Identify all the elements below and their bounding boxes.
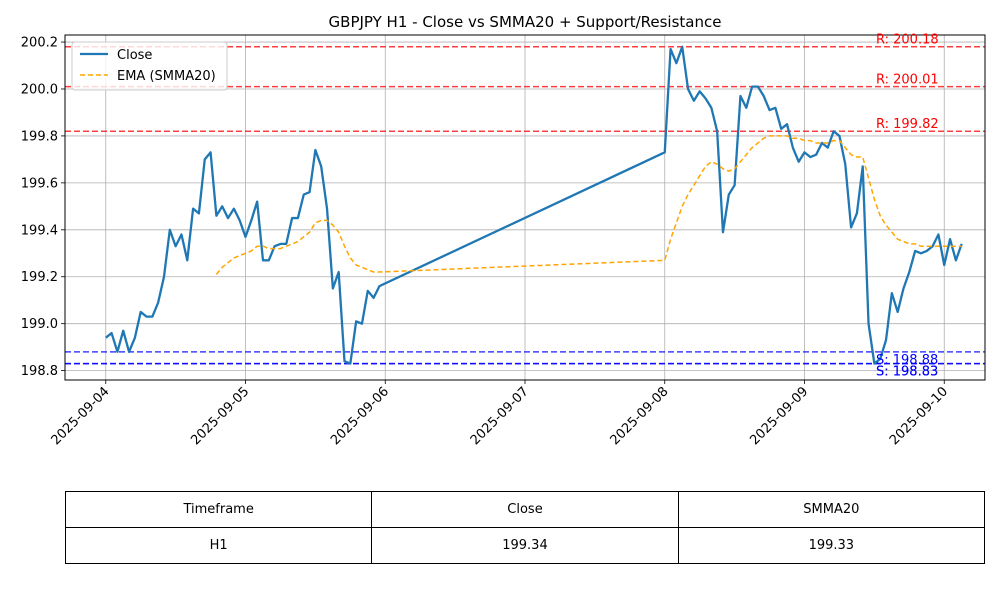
y-tick-label: 200.0	[21, 82, 58, 97]
table-header-cell: SMMA20	[677, 491, 986, 528]
smma20-line	[215, 135, 962, 275]
x-tick-label: 2025-09-08	[608, 384, 672, 448]
x-tick-label: 2025-09-07	[468, 384, 532, 448]
support-level-label: S: 198.88	[876, 353, 938, 368]
close-price-line	[105, 45, 963, 365]
table-header-row: Timeframe Close SMMA20	[64, 491, 986, 528]
y-tick-label: 199.6	[21, 176, 58, 191]
y-tick-label: 199.8	[21, 129, 58, 144]
legend-label-close: Close	[117, 48, 152, 63]
y-tick-label: 199.0	[21, 317, 58, 332]
table-header-cell: Timeframe	[64, 491, 373, 528]
y-tick-label: 199.4	[21, 223, 58, 238]
resistance-level-label: R: 200.01	[876, 73, 939, 88]
table-cell: 199.33	[677, 527, 986, 564]
chart-title: GBPJPY H1 - Close vs SMMA20 + Support/Re…	[329, 13, 722, 31]
table-row: H1 199.34 199.33	[64, 527, 986, 564]
legend-label-smma: EMA (SMMA20)	[117, 69, 216, 84]
y-tick-label: 198.8	[21, 364, 58, 379]
table-header-cell: Close	[371, 491, 679, 528]
x-tick-label: 2025-09-05	[188, 384, 252, 448]
legend: Close EMA (SMMA20)	[71, 41, 228, 91]
resistance-level-label: R: 200.18	[876, 33, 939, 48]
grid	[65, 35, 985, 380]
support-level-label: S: 198.83	[876, 365, 938, 380]
x-tick-label: 2025-09-04	[49, 384, 113, 448]
x-tick-label: 2025-09-09	[747, 384, 811, 448]
x-tick-label: 2025-09-06	[328, 384, 392, 448]
legend-box	[71, 41, 228, 91]
resistance-level-label: R: 199.82	[876, 117, 939, 132]
y-tick-label: 200.2	[21, 36, 58, 51]
table-cell: H1	[64, 527, 373, 564]
x-tick-label: 2025-09-10	[887, 384, 951, 448]
axis-ticks: 2025-09-04 2025-09-05 2025-09-06 2025-09-07…	[21, 36, 951, 449]
y-tick-label: 199.2	[21, 270, 58, 285]
summary-table: Timeframe Close SMMA20 H1 199.34 199.33	[64, 491, 986, 564]
series	[105, 45, 963, 365]
support-level-label: S: 198.83	[876, 365, 938, 380]
level-labels: R: 200.18 R: 200.01 R: 199.82 S: 198.88S: 1…	[876, 33, 939, 380]
table-cell: 199.34	[371, 527, 679, 564]
support-resistance-levels	[65, 45, 985, 365]
